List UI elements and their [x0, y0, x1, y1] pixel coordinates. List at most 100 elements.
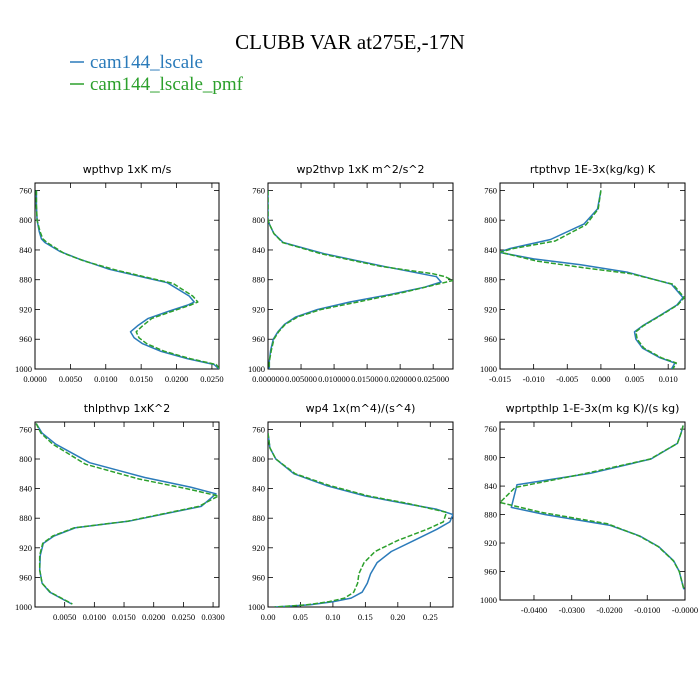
x-tick-label: 0.00: [261, 612, 276, 622]
series-line-lscale: [35, 190, 219, 369]
y-tick-label: 760: [19, 424, 32, 434]
series-line-lscale-pmf: [35, 190, 219, 369]
y-tick-label: 920: [19, 543, 32, 553]
x-tick-label: 0.0250: [200, 374, 223, 384]
y-tick-label: 760: [252, 185, 265, 195]
y-tick-label: 1000: [15, 364, 32, 374]
panel-title: wp2thvp 1xK m^2/s^2: [296, 163, 424, 176]
y-tick-label: 880: [484, 275, 497, 285]
x-tick-label: 0.005000: [285, 374, 317, 384]
x-tick-label: 0.0050: [59, 374, 82, 384]
panel-title: wprtpthlp 1-E-3x(m kg K)/(s kg): [506, 402, 680, 415]
panel-6: wprtpthlp 1-E-3x(m kg K)/(s kg) 760 800 840…: [480, 402, 698, 615]
x-tick-label: 0.10: [325, 612, 340, 622]
y-tick-label: 920: [484, 538, 497, 548]
x-tick-label: 0.0100: [83, 612, 106, 622]
x-tick-label: 0.0200: [165, 374, 188, 384]
y-tick-label: 800: [484, 453, 497, 463]
panel-title: wpthvp 1xK m/s: [83, 163, 172, 176]
y-tick-label: 1000: [248, 364, 265, 374]
y-tick-label: 1000: [15, 602, 32, 612]
x-tick-label: 0.0300: [201, 612, 224, 622]
series-line-lscale: [268, 433, 453, 607]
x-tick-label: 0.25: [423, 612, 438, 622]
y-tick-label: 840: [19, 484, 32, 494]
x-tick-label: 0.15: [358, 612, 373, 622]
x-tick-label: -0.0100: [634, 605, 660, 615]
series-line-lscale-pmf: [35, 423, 219, 605]
y-tick-label: 960: [19, 334, 32, 344]
x-tick-label: 0.020000: [384, 374, 416, 384]
x-tick-label: 0.010000: [318, 374, 350, 384]
x-tick-label: 0.025000: [417, 374, 449, 384]
x-tick-label: 0.010: [659, 374, 678, 384]
x-tick-label: 0.000: [591, 374, 610, 384]
panel-frame: [34, 421, 220, 608]
panel-1: wpthvp 1xK m/s76080084088092096010000.00…: [15, 163, 224, 384]
y-tick-label: 1000: [480, 364, 497, 374]
x-tick-label: 0.20: [390, 612, 405, 622]
y-tick-label: 880: [252, 513, 265, 523]
x-tick-label: 0.05: [293, 612, 308, 622]
x-tick-label: -0.0300: [559, 605, 585, 615]
y-tick-label: 800: [252, 454, 265, 464]
panel-5: wp4 1x(m^4)/(s^4)76080084088092096010000…: [248, 402, 454, 622]
y-tick-label: 760: [252, 424, 265, 434]
x-tick-label: 0.0150: [129, 374, 152, 384]
y-tick-label: 960: [484, 567, 497, 577]
y-tick-label: 800: [19, 454, 32, 464]
y-tick-label: 960: [252, 334, 265, 344]
x-tick-label: -0.015: [489, 374, 511, 384]
panel-2: wp2thvp 1xK m^2/s^2 760 800 840 880 920 960 100…: [248, 163, 454, 384]
y-tick-label: 840: [484, 245, 497, 255]
panel-frame: [267, 182, 454, 370]
series-line-lscale-pmf: [268, 190, 453, 369]
panel-title: rtpthvp 1E-3x(kg/kg) K: [530, 163, 656, 176]
y-tick-label: 840: [19, 245, 32, 255]
y-tick-label: 960: [19, 572, 32, 582]
y-tick-label: 760: [19, 185, 32, 195]
y-tick-label: 840: [252, 245, 265, 255]
y-tick-label: 800: [19, 215, 32, 225]
series-line-lscale: [268, 190, 442, 369]
y-tick-label: 1000: [480, 595, 497, 605]
panel-4: thlpthvp 1xK^2 760 800 840 880 920 960 1000 0.00…: [15, 402, 225, 622]
y-tick-label: 880: [19, 513, 32, 523]
y-tick-label: 800: [252, 215, 265, 225]
legend: cam144_lscale cam144_lscale_pmf: [70, 52, 244, 95]
panel-3: rtpthvp 1E-3x(kg/kg) K 760 800 840 880 920 960…: [480, 163, 686, 384]
series-line-lscale: [500, 190, 684, 369]
panel-frame: [499, 421, 686, 601]
legend-label-1: cam144_lscale: [90, 52, 203, 73]
x-tick-label: -0.010: [523, 374, 545, 384]
series-line-lscale-pmf: [268, 433, 448, 607]
panels: wpthvp 1xK m/s76080084088092096010000.00…: [15, 163, 698, 622]
y-tick-label: 760: [484, 185, 497, 195]
x-tick-label: 0.005: [625, 374, 644, 384]
y-tick-label: 880: [19, 275, 32, 285]
figure-title: CLUBB VAR at275E,-17N: [235, 30, 465, 54]
y-tick-label: 1000: [248, 602, 265, 612]
x-tick-label: 0.0200: [142, 612, 165, 622]
panel-frame: [267, 421, 454, 608]
panel-title: thlpthvp 1xK^2: [84, 402, 171, 415]
x-tick-label: 0.015000: [351, 374, 383, 384]
x-tick-label: -0.005: [556, 374, 578, 384]
x-tick-label: 0.0150: [112, 612, 135, 622]
x-tick-label: -0.0000: [672, 605, 698, 615]
series-line-lscale-pmf: [500, 190, 685, 369]
x-tick-label: 0.0250: [172, 612, 195, 622]
x-tick-label: 0.0000: [23, 374, 46, 384]
y-tick-label: 880: [252, 275, 265, 285]
y-tick-label: 920: [484, 304, 497, 314]
panel-title: wp4 1x(m^4)/(s^4): [306, 402, 416, 415]
y-tick-label: 880: [484, 510, 497, 520]
y-tick-label: 920: [252, 304, 265, 314]
y-tick-label: 920: [19, 304, 32, 314]
y-tick-label: 840: [252, 484, 265, 494]
y-tick-label: 920: [252, 543, 265, 553]
series-line-lscale-pmf: [500, 425, 685, 590]
x-tick-label: 0.000000: [252, 374, 284, 384]
x-tick-label: 0.0050: [53, 612, 76, 622]
